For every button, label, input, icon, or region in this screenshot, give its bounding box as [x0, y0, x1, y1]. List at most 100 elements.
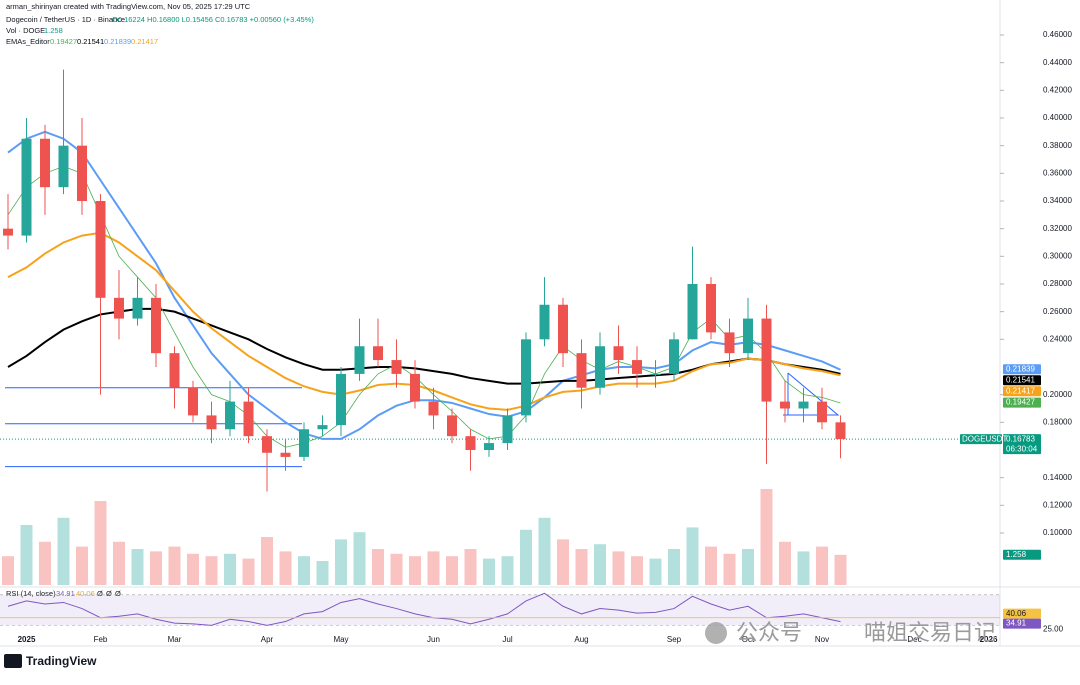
x-tick-label: May	[333, 635, 348, 644]
volume-bar	[205, 556, 218, 585]
rsi-band	[0, 594, 1000, 626]
price-badge-label: 0.19427	[1006, 398, 1035, 407]
volume-bar	[816, 546, 828, 585]
volume-bar	[150, 551, 162, 585]
volume-bar	[2, 556, 14, 585]
candle-body	[595, 346, 605, 388]
candle-body	[21, 138, 32, 236]
candle-body	[687, 283, 698, 340]
credit: arman_shirinyan created with TradingView…	[6, 2, 251, 11]
volume-bar	[39, 541, 51, 585]
volume-badge-label: 1.258	[1006, 550, 1027, 559]
volume-bar	[464, 549, 477, 585]
volume-bar	[113, 541, 125, 585]
volume-bar	[335, 539, 347, 585]
candle-body	[761, 318, 772, 402]
price-badge-label: 0.21541	[1006, 375, 1035, 384]
candle-body	[447, 415, 457, 437]
candle-body	[558, 304, 568, 354]
volume-bar	[797, 551, 810, 585]
volume-bar	[20, 525, 33, 585]
volume-bar	[779, 541, 791, 585]
volume-bar	[242, 558, 255, 585]
y-tick-label: 0.30000	[1043, 251, 1072, 260]
x-tick-label: Oct	[742, 635, 755, 644]
vol-value: 1.258	[44, 26, 63, 35]
x-tick-label: Jun	[427, 635, 440, 644]
x-tick-label: 2025	[18, 635, 36, 644]
rsi-ma-badge-label: 40.06	[1006, 609, 1027, 618]
volume-bar	[57, 517, 70, 585]
symbol-title: Dogecoin / TetherUS · 1D · Binance	[6, 15, 125, 24]
rsi-value: Ø	[106, 589, 112, 598]
ema-value: 0.21839	[104, 37, 131, 46]
y-tick-label: 0.26000	[1043, 307, 1072, 316]
rsi-value: 40.06	[76, 589, 95, 598]
ema-value: 0.21417	[131, 37, 158, 46]
volume-bar	[224, 553, 236, 585]
candle-body	[835, 422, 846, 440]
y-tick-label: 0.32000	[1043, 224, 1072, 233]
candle-body	[40, 138, 50, 188]
x-tick-label: Mar	[168, 635, 182, 644]
triangle-drawing	[783, 372, 840, 416]
candle-body	[317, 425, 328, 430]
candle-body	[669, 339, 679, 374]
volume-bar	[705, 546, 717, 585]
rsi-value: Ø	[115, 589, 121, 598]
volume-bar	[427, 551, 440, 585]
volume-bar	[298, 556, 310, 585]
rsi-value: Ø	[97, 589, 103, 598]
volume-bar	[353, 532, 366, 585]
y-tick-label: 0.10000	[1043, 528, 1072, 537]
volume-bar	[131, 549, 144, 585]
price-badge-label: 0.21839	[1006, 364, 1035, 373]
candle-body	[780, 401, 790, 409]
y-tick-label: 0.36000	[1043, 168, 1072, 177]
candle-body	[280, 452, 291, 457]
volume-bar	[723, 553, 736, 585]
candle-body	[3, 228, 13, 236]
x-tick-label: Nov	[815, 635, 829, 644]
candle-body	[539, 304, 550, 340]
candle-body	[465, 436, 476, 450]
volume-bar	[94, 501, 107, 585]
candle-body	[299, 429, 309, 457]
y-tick-label: 0.46000	[1043, 30, 1072, 39]
y-tick-label: 0.44000	[1043, 58, 1072, 67]
candle-body	[336, 373, 346, 426]
candle-body	[650, 373, 661, 375]
volume-bar	[649, 558, 662, 585]
symbol-badge-label: DOGEUSDT	[962, 434, 1007, 443]
y-tick-label: 0.24000	[1043, 334, 1072, 343]
watermark: 公众号	[736, 620, 802, 645]
volume-bar	[76, 546, 88, 585]
y-tick-label: 0.12000	[1043, 500, 1072, 509]
y-tick-label: 0.20000	[1043, 390, 1072, 399]
volume-bar	[261, 537, 273, 585]
rsi-value: 34.91	[56, 589, 75, 598]
x-tick-label: Apr	[261, 635, 274, 644]
header: arman_shirinyan created with TradingView…	[6, 2, 314, 598]
ema-line	[7, 130, 841, 440]
volume-bar	[483, 558, 495, 585]
candle-body	[817, 401, 827, 423]
volume-bar	[834, 554, 847, 585]
candle-body	[632, 360, 642, 374]
candle-body	[262, 436, 272, 453]
candle-body	[410, 373, 420, 402]
y-tick-label: 0.42000	[1043, 85, 1072, 94]
x-tick-label: 2026	[980, 635, 998, 644]
candle-body	[77, 145, 87, 201]
ohlc: O0.16224 H0.16800 L0.15456 C0.16783 +0.0…	[112, 15, 314, 24]
last-badge-label: 0.16783	[1006, 434, 1035, 443]
candle-body	[151, 297, 161, 354]
x-tick-label: Feb	[94, 635, 108, 644]
candle-body	[613, 346, 624, 361]
candle-body	[206, 415, 217, 430]
ema-value: 0.21541	[77, 37, 104, 46]
rsi-tick-label: 25.00	[1043, 624, 1064, 633]
volume-bar	[686, 527, 699, 585]
